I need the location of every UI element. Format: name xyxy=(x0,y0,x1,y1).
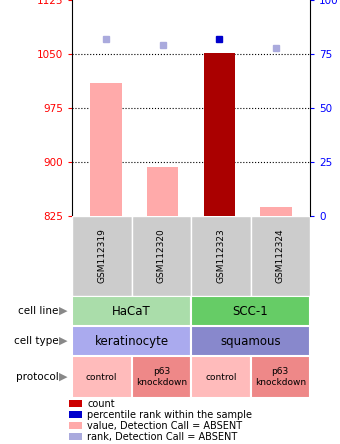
Bar xyxy=(69,422,82,429)
Text: SCC-1: SCC-1 xyxy=(233,305,268,317)
Text: percentile rank within the sample: percentile rank within the sample xyxy=(87,409,252,420)
Bar xyxy=(191,356,251,398)
Text: rank, Detection Call = ABSENT: rank, Detection Call = ABSENT xyxy=(87,432,238,441)
Text: cell line: cell line xyxy=(18,306,58,316)
Bar xyxy=(72,216,132,296)
Bar xyxy=(72,326,191,356)
Text: GSM112320: GSM112320 xyxy=(157,229,166,283)
Text: keratinocyte: keratinocyte xyxy=(95,334,169,348)
Text: p63
knockdown: p63 knockdown xyxy=(255,367,306,387)
Bar xyxy=(132,216,191,296)
Text: ▶: ▶ xyxy=(59,336,68,346)
Bar xyxy=(191,326,310,356)
Bar xyxy=(251,356,310,398)
Text: squamous: squamous xyxy=(220,334,281,348)
Text: control: control xyxy=(86,373,118,381)
Text: HaCaT: HaCaT xyxy=(112,305,151,317)
Bar xyxy=(191,216,251,296)
Bar xyxy=(90,83,122,216)
Text: control: control xyxy=(205,373,237,381)
Bar xyxy=(72,356,132,398)
Bar xyxy=(191,296,310,326)
Bar xyxy=(132,356,191,398)
Text: GSM112319: GSM112319 xyxy=(97,229,106,283)
Bar xyxy=(204,52,235,216)
Bar xyxy=(69,400,82,407)
Bar xyxy=(69,433,82,440)
Bar xyxy=(72,296,191,326)
Text: GSM112323: GSM112323 xyxy=(216,229,225,283)
Text: ▶: ▶ xyxy=(59,306,68,316)
Text: count: count xyxy=(87,399,115,408)
Text: protocol: protocol xyxy=(16,372,58,382)
Text: GSM112324: GSM112324 xyxy=(276,229,285,283)
Bar xyxy=(251,216,310,296)
Bar xyxy=(147,167,178,216)
Bar xyxy=(260,206,292,216)
Text: value, Detection Call = ABSENT: value, Detection Call = ABSENT xyxy=(87,420,242,431)
Text: p63
knockdown: p63 knockdown xyxy=(136,367,187,387)
Text: ▶: ▶ xyxy=(59,372,68,382)
Bar xyxy=(69,411,82,418)
Text: cell type: cell type xyxy=(14,336,58,346)
